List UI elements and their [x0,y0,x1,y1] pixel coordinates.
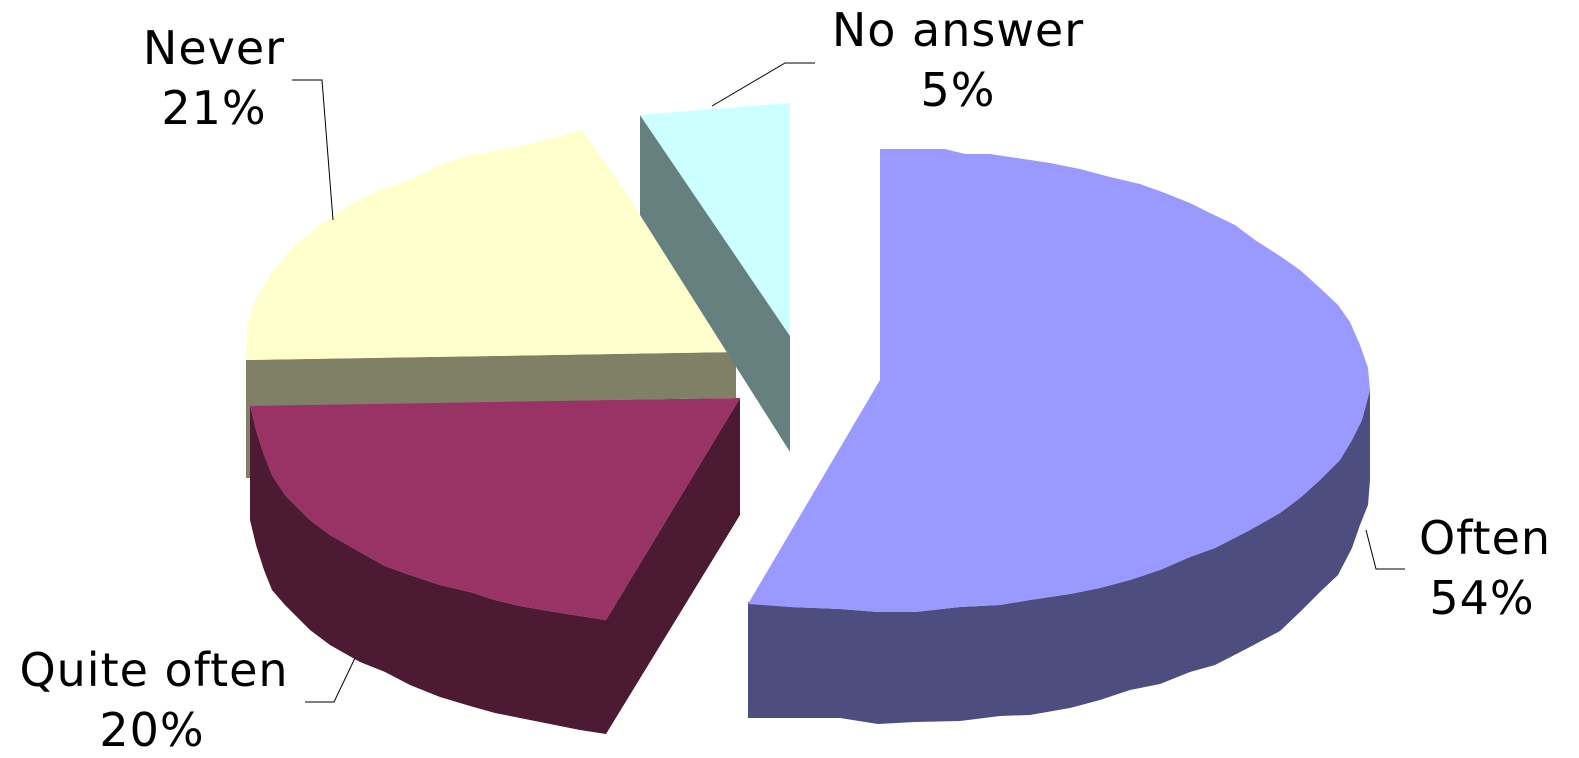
slice-often-side [748,390,1370,724]
slice-no-answer-top [640,103,790,336]
label-quite-often-percent: 20% [99,703,204,757]
label-often-percent: 54% [1429,571,1534,625]
slice-quite-often [250,398,740,734]
slice-quite-often-side [250,398,740,734]
label-never-percent: 21% [161,81,266,135]
label-no-answer-category: No answer [832,3,1084,57]
leader-line-no-answer [711,62,815,107]
label-quite-often-category: Quite often [19,643,288,697]
slice-no-answer-side [640,115,790,452]
slice-no-answer [640,103,790,452]
leader-line-often [1365,529,1405,570]
leader-line-quite-often [305,657,356,703]
slice-never-side [246,352,736,478]
label-no-answer-percent: 5% [921,63,996,117]
leader-line-never [292,79,334,221]
slice-quite-often-top [250,398,740,620]
slice-never [246,130,736,478]
label-often-category: Often [1419,511,1551,565]
slice-never-top [246,130,736,360]
label-never-category: Never [143,21,285,75]
slice-often [748,149,1370,724]
slice-often-top [748,149,1370,612]
